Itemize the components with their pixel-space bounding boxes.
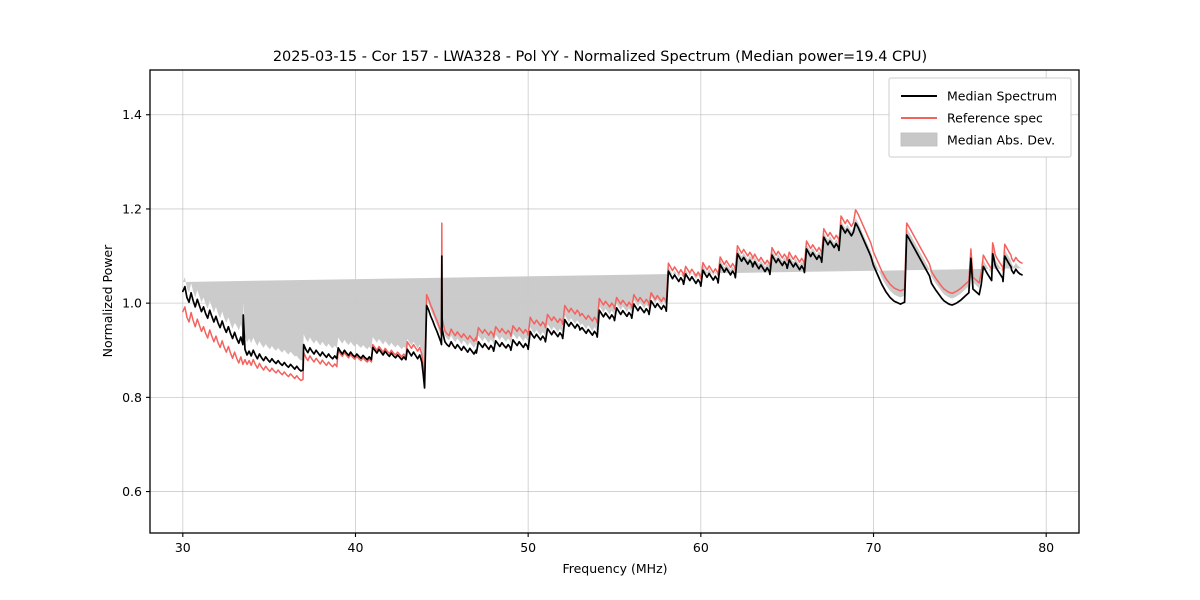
chart-title: 2025-03-15 - Cor 157 - LWA328 - Pol YY -… <box>273 49 927 65</box>
x-axis-label: Frequency (MHz) <box>562 561 667 576</box>
y-axis-ticks: 0.6 0.8 1.0 1.2 1.4 <box>122 107 150 499</box>
y-tick-label: 0.8 <box>122 390 142 405</box>
chart-legend[interactable]: Median Spectrum Reference spec Median Abs.… <box>888 77 1072 158</box>
y-tick-label: 1.0 <box>122 296 142 311</box>
x-tick-label: 60 <box>693 540 709 555</box>
legend-label: Median Abs. Dev. <box>947 133 1055 148</box>
x-tick-label: 40 <box>348 540 364 555</box>
series-lines <box>181 209 1023 389</box>
legend-swatch-median-abs-dev <box>900 132 938 147</box>
x-tick-label: 30 <box>175 540 191 555</box>
y-axis-label: Normalized Power <box>100 244 115 358</box>
legend-label: Reference spec <box>947 111 1043 126</box>
y-tick-label: 0.6 <box>122 484 142 499</box>
axes-spines <box>149 69 1080 534</box>
x-tick-label: 80 <box>1038 540 1054 555</box>
legend-label: Median Spectrum <box>947 89 1057 104</box>
y-tick-label: 1.4 <box>122 107 142 122</box>
y-tick-label: 1.2 <box>122 201 142 216</box>
x-axis-ticks: 30 40 50 60 70 80 <box>175 533 1054 555</box>
median-abs-dev-band <box>182 218 1023 378</box>
x-tick-label: 70 <box>866 540 882 555</box>
x-tick-label: 50 <box>520 540 536 555</box>
